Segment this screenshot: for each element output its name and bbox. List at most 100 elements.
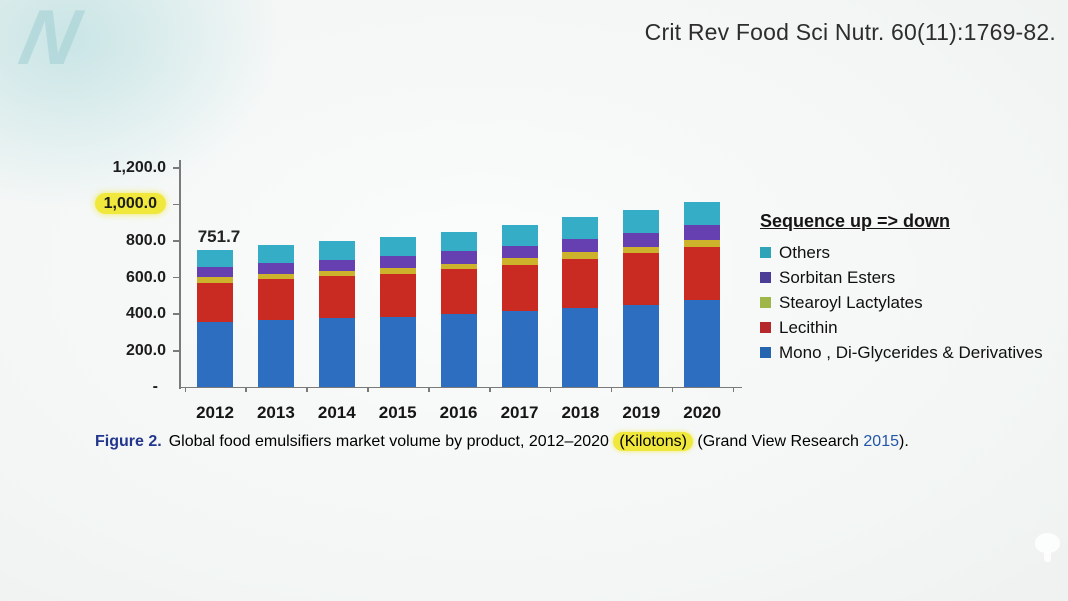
legend-swatch-icon [760, 247, 771, 258]
y-axis-label: 200.0 [125, 341, 166, 359]
x-tick [549, 388, 552, 393]
bar-segment-stearoyl-lactylates [501, 258, 538, 265]
x-axis-line [179, 386, 742, 389]
legend-swatch-icon [760, 297, 771, 308]
x-tick [245, 388, 247, 393]
bar-segment-lecithin [440, 269, 477, 315]
bar-segment-stearoyl-lactylates [257, 274, 294, 280]
bar-segment-stearoyl-lactylates [684, 239, 721, 248]
bar-segment-lecithin [684, 247, 721, 301]
bar-value-label: 751.7 [197, 226, 241, 246]
bar-segment-lecithin [318, 276, 355, 319]
bar-segment-mono-di-glycerides [379, 316, 416, 388]
balloon-stem [1044, 549, 1051, 562]
x-tick [732, 388, 735, 393]
x-axis-label: 2020 [683, 403, 722, 422]
bar-segment-stearoyl-lactylates [197, 277, 233, 283]
bar-segment-lecithin [379, 273, 416, 317]
caption-source: (Grand View Research [692, 433, 864, 450]
x-axis-label: 2015 [378, 403, 417, 422]
kilotons-highlight: (Kilotons) [613, 432, 693, 451]
caption-text: Global food emulsifiers market volume by… [168, 433, 614, 450]
y-tick [173, 167, 180, 169]
bar-segment-lecithin [623, 253, 660, 305]
legend-label: Mono , Di-Glycerides & Derivatives [779, 342, 1043, 362]
y-axis-label: 1,200.0 [112, 158, 166, 176]
y-tick [173, 203, 180, 206]
x-axis-label: 2016 [439, 403, 478, 422]
balloon-head [1035, 533, 1060, 553]
x-axis-label: 2013 [256, 403, 295, 422]
x-tick [489, 388, 491, 393]
bar-segment-others [257, 245, 294, 264]
legend-label: Stearoyl Lactylates [779, 292, 923, 312]
legend-item-sorbitan-esters: Sorbitan Esters [760, 268, 1062, 287]
x-tick [184, 388, 187, 393]
bar-segment-stearoyl-lactylates [562, 252, 599, 259]
ytick-highlight: 1,000.0 [94, 193, 166, 215]
figure-label: Figure 2. [95, 433, 162, 450]
caption-source-end: ). [899, 433, 909, 450]
bar-segment-others [197, 249, 233, 267]
bar-segment-sorbitan-esters [684, 225, 721, 240]
y-tick [173, 313, 180, 315]
bar-segment-stearoyl-lactylates [379, 268, 416, 274]
chart-legend: Sequence up => down Others Sorbitan Ester… [760, 211, 1062, 368]
y-tick [173, 276, 180, 279]
bar-segment-sorbitan-esters [440, 251, 477, 264]
y-tick [173, 349, 180, 352]
bar-segment-sorbitan-esters [257, 263, 294, 275]
legend-item-mono-di-glycerides: Mono , Di-Glycerides & Derivatives [760, 343, 1062, 362]
y-axis-line [179, 160, 181, 389]
bar-segment-sorbitan-esters [501, 245, 538, 259]
bar-segment-mono-di-glycerides [501, 311, 538, 388]
bar-segment-lecithin [197, 282, 233, 323]
x-tick [671, 388, 674, 393]
x-tick [367, 388, 369, 393]
legend-item-others: Others [760, 243, 1062, 262]
y-axis-label: 1,000.0 [70, 192, 166, 216]
bar-segment-others [684, 201, 721, 226]
bar-segment-stearoyl-lactylates [623, 246, 660, 254]
bar-segment-sorbitan-esters [318, 259, 355, 271]
x-axis-label: 2019 [622, 403, 661, 422]
bar-segment-mono-di-glycerides [318, 318, 355, 388]
bar-segment-mono-di-glycerides [562, 307, 599, 388]
bar-segment-others [379, 237, 416, 257]
bar-segment-lecithin [562, 258, 599, 308]
bar-segment-others [501, 224, 538, 246]
bar-segment-others [623, 210, 660, 233]
bar-segment-others [440, 231, 477, 252]
x-axis-label: 2017 [500, 403, 539, 422]
y-axis-zero-label: - [152, 378, 158, 396]
bar-segment-others [318, 241, 355, 260]
legend-item-lecithin: Lecithin [760, 318, 1062, 337]
legend-label: Lecithin [779, 317, 838, 337]
x-axis-label: 2014 [317, 403, 356, 422]
legend-swatch-icon [760, 322, 771, 333]
bar-segment-sorbitan-esters [197, 266, 233, 278]
figure-caption: Figure 2. Global food emulsifiers market … [95, 431, 975, 453]
legend-swatch-icon [760, 272, 771, 283]
bar-segment-lecithin [257, 279, 294, 320]
y-axis-label: 400.0 [125, 305, 166, 323]
legend-swatch-icon [760, 347, 771, 358]
legend-items: Others Sorbitan Esters Stearoyl Lactylates… [760, 243, 1062, 362]
legend-title: Sequence up => down [760, 211, 951, 231]
y-tick [173, 240, 180, 242]
x-tick [306, 388, 308, 393]
bar-segment-mono-di-glycerides [623, 304, 660, 388]
citation-year-link: 2015 [863, 433, 899, 450]
x-axis-label: 2012 [196, 403, 234, 422]
x-axis-label: 2018 [561, 403, 600, 422]
legend-item-stearoyl-lactylates: Stearoyl Lactylates [760, 293, 1062, 312]
journal-citation: Crit Rev Food Sci Nutr. 60(11):1769-82. [644, 19, 1056, 45]
bar-segment-sorbitan-esters [562, 239, 599, 253]
bar-segment-lecithin [501, 264, 538, 312]
y-axis-label: 600.0 [125, 268, 166, 286]
legend-label: Sorbitan Esters [779, 267, 896, 287]
bar-segment-others [562, 217, 599, 239]
bar-segment-stearoyl-lactylates [440, 263, 477, 270]
